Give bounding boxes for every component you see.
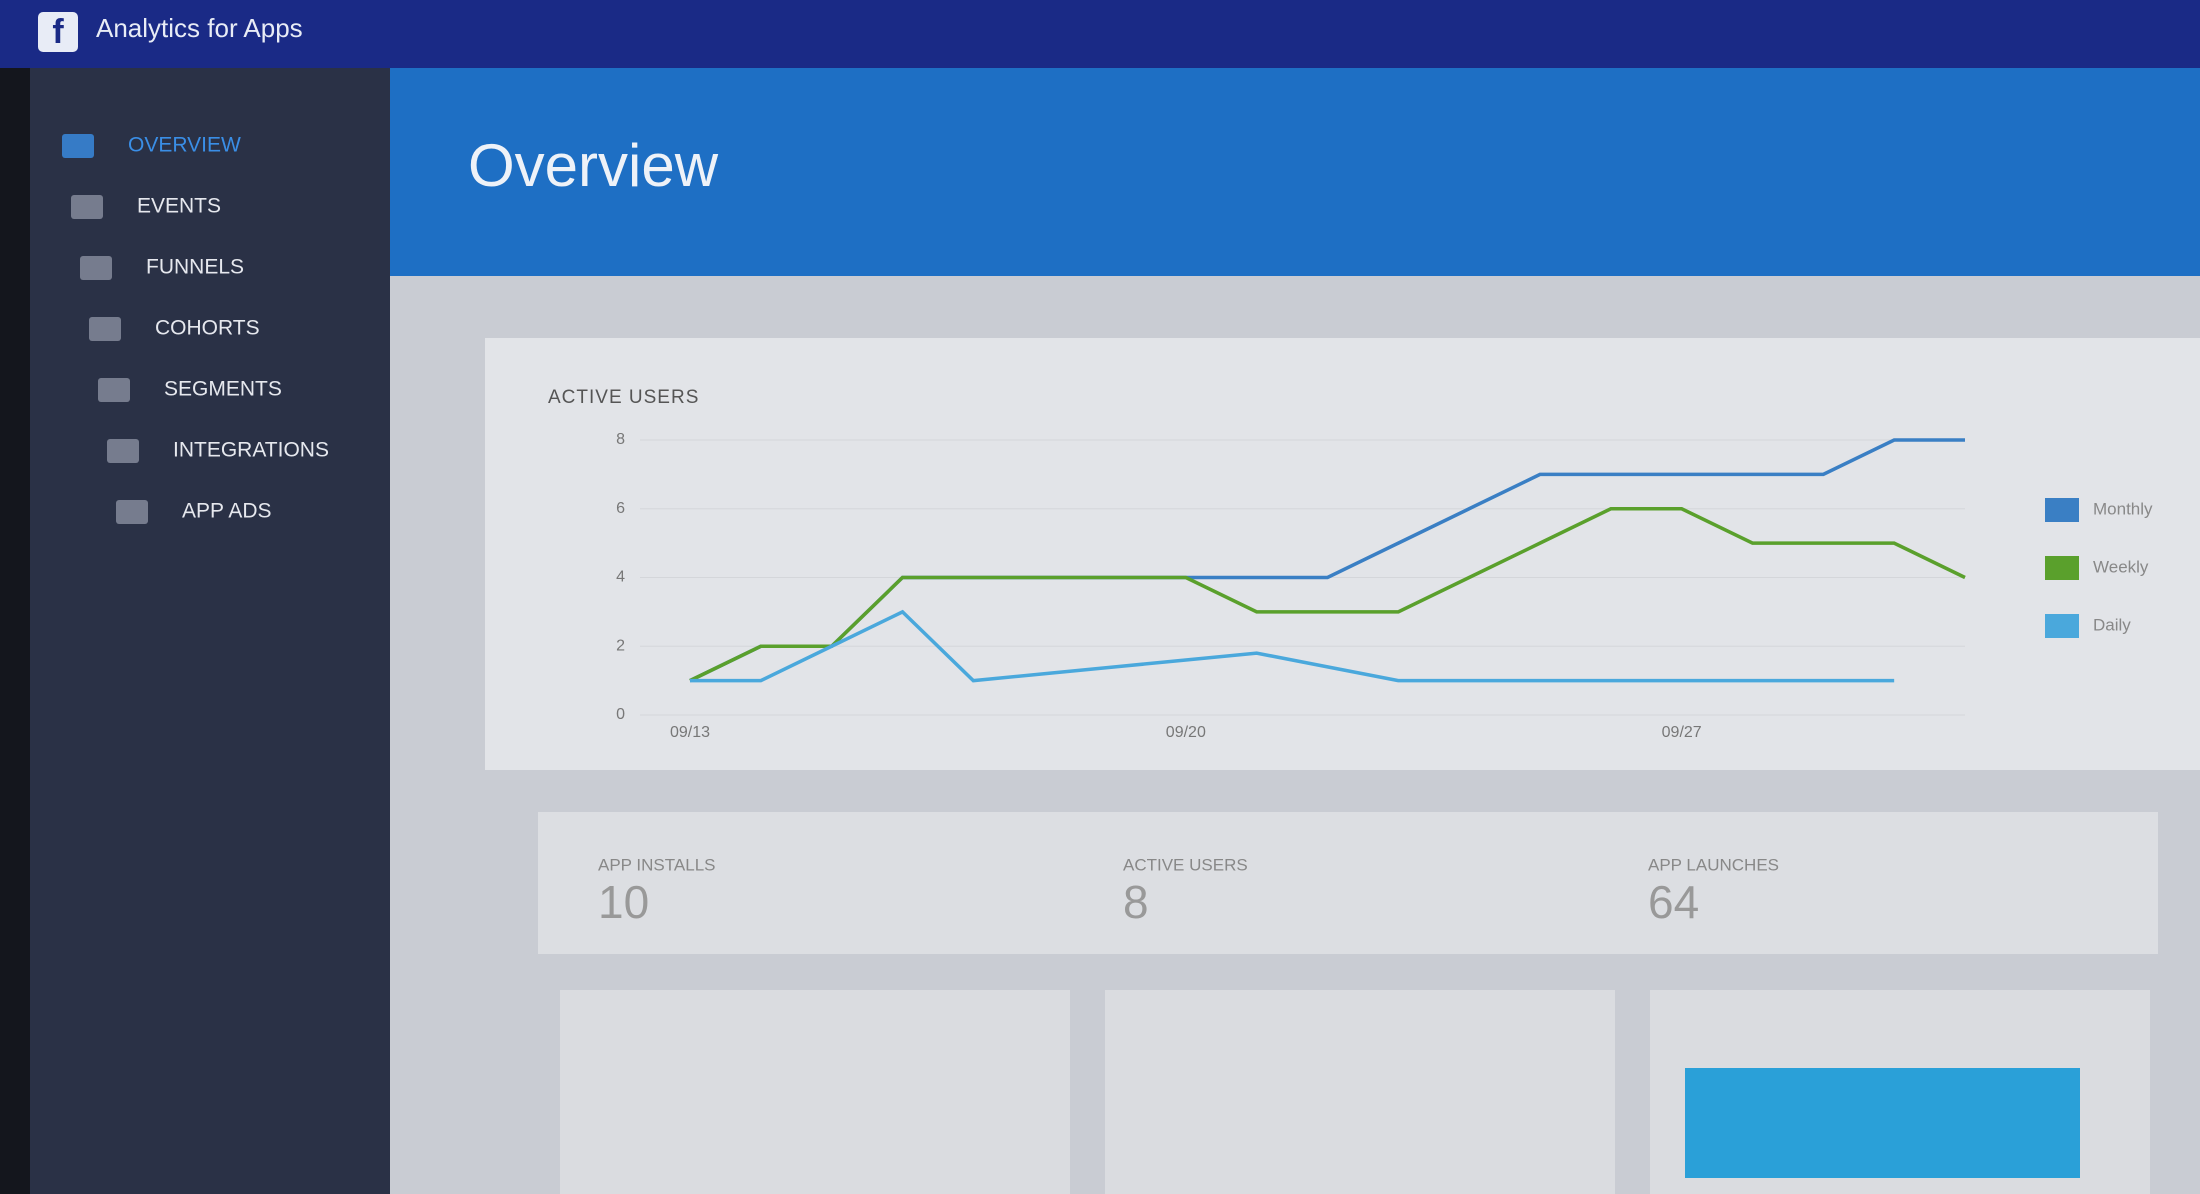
bezel bbox=[0, 68, 30, 1194]
y-tick-label: 8 bbox=[616, 431, 625, 448]
nav-item[interactable]: APP ADS bbox=[182, 500, 272, 523]
nav-item[interactable]: COHORTS bbox=[155, 317, 260, 340]
stat-value: 64 bbox=[1648, 876, 1699, 928]
nav: OVERVIEW EVENTS FUNNELS COHORTS SEGMENTS INTE… bbox=[62, 134, 329, 524]
stat-value: 10 bbox=[598, 876, 649, 928]
page-header bbox=[390, 68, 2200, 276]
x-tick-label: 09/13 bbox=[670, 724, 710, 741]
panel bbox=[560, 990, 1070, 1194]
nav-item[interactable]: EVENTS bbox=[137, 195, 221, 218]
series-line bbox=[689, 507, 1966, 683]
nav-icon bbox=[71, 195, 103, 219]
nav-item[interactable]: INTEGRATIONS bbox=[173, 439, 329, 462]
y-tick-label: 0 bbox=[616, 706, 625, 723]
stats: APP INSTALLS 10 ACTIVE USERS 8 APP LAUNCHES 6… bbox=[598, 855, 1779, 928]
panel bbox=[1105, 990, 1615, 1194]
y-tick-label: 6 bbox=[616, 500, 625, 517]
chart-title: ACTIVE USERS bbox=[548, 387, 699, 408]
stat-label: ACTIVE USERS bbox=[1123, 855, 1248, 874]
sidebar bbox=[0, 68, 390, 1194]
legend-swatch bbox=[2045, 498, 2079, 522]
series-line bbox=[690, 609, 1895, 683]
chart: 0 2 4 6 8 09/13 09/20 09/27 Monthly Weekly Daily bbox=[616, 431, 2153, 741]
chart-panel bbox=[485, 338, 2200, 770]
nav-icon bbox=[62, 134, 94, 158]
nav-icon bbox=[89, 317, 121, 341]
page-title: Overview bbox=[468, 132, 719, 199]
legend-swatch bbox=[2045, 556, 2079, 580]
x-tick-label: 09/20 bbox=[1166, 724, 1206, 741]
nav-item[interactable]: SEGMENTS bbox=[164, 378, 282, 401]
nav-item[interactable]: OVERVIEW bbox=[128, 134, 241, 157]
legend-label: Monthly bbox=[2093, 499, 2153, 518]
legend-swatch bbox=[2045, 614, 2079, 638]
nav-icon bbox=[98, 378, 130, 402]
nav-icon bbox=[107, 439, 139, 463]
nav-icon bbox=[116, 500, 148, 524]
x-tick-label: 09/27 bbox=[1662, 724, 1702, 741]
legend-label: Daily bbox=[2093, 615, 2131, 634]
logo bbox=[38, 12, 78, 52]
y-tick-label: 4 bbox=[616, 569, 625, 586]
app-title: Analytics for Apps bbox=[96, 13, 303, 43]
stat-value: 8 bbox=[1123, 876, 1149, 928]
nav-icon bbox=[80, 256, 112, 280]
panel-graphic bbox=[1685, 1068, 2080, 1178]
stats-panel bbox=[538, 812, 2158, 954]
legend-label: Weekly bbox=[2093, 557, 2149, 576]
logo-mark: f bbox=[52, 13, 64, 51]
top-bar bbox=[0, 0, 2200, 68]
stat-label: APP LAUNCHES bbox=[1648, 855, 1779, 874]
y-tick-label: 2 bbox=[616, 637, 625, 654]
stat-label: APP INSTALLS bbox=[598, 855, 715, 874]
nav-item[interactable]: FUNNELS bbox=[146, 256, 244, 279]
